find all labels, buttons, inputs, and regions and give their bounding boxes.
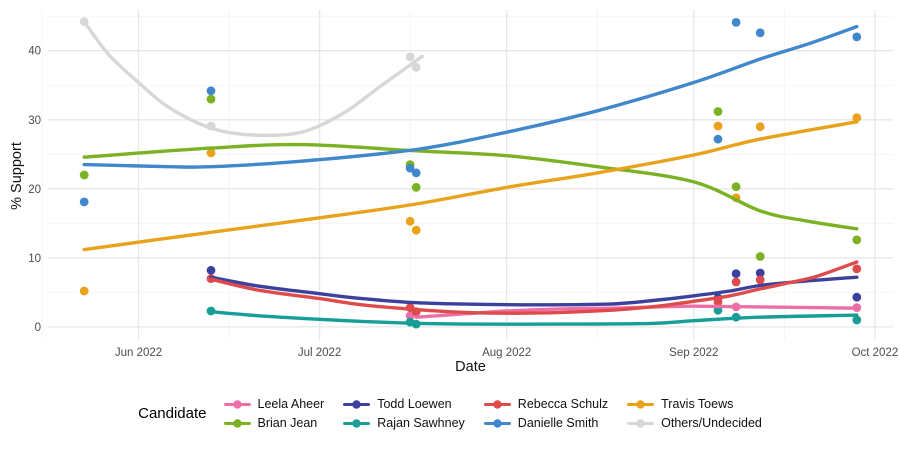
legend-marker-dot: [636, 418, 645, 428]
legend-marker-icon: [343, 399, 371, 409]
data-point-rebecca-schulz: [755, 275, 765, 285]
legend-grid: Leela Aheer Todd Loewen Rebecca Schulz Trav…: [223, 397, 762, 430]
legend-item-brian-jean: Brian Jean: [223, 416, 325, 430]
data-point-todd-loewen: [206, 265, 216, 275]
legend-item-label: Brian Jean: [257, 416, 318, 430]
data-point-brian-jean: [852, 235, 862, 245]
data-point-travis-toews: [206, 148, 216, 158]
data-point-others-undecided: [411, 62, 421, 72]
x-axis-title: Date: [455, 359, 486, 375]
gridlines-minor: [41, 10, 893, 340]
legend-item-travis-toews: Travis Toews: [627, 397, 762, 411]
data-point-brian-jean: [206, 94, 216, 104]
data-point-travis-toews: [405, 216, 415, 226]
trend-line-rajan-sawhney: [209, 310, 859, 326]
legend-marker-icon: [483, 399, 511, 409]
data-points-travis-toews: [79, 113, 862, 296]
data-point-todd-loewen: [731, 269, 741, 279]
legend-item-todd-loewen: Todd Loewen: [343, 397, 465, 411]
data-point-others-undecided: [405, 52, 415, 62]
trend-line-others-undecided: [82, 20, 424, 138]
data-point-danielle-smith: [731, 18, 741, 27]
data-point-travis-toews: [713, 121, 723, 131]
data-point-brian-jean: [713, 107, 723, 116]
legend-item-others-undecided: Others/Undecided: [627, 416, 762, 430]
data-point-brian-jean: [755, 252, 765, 261]
y-tick-label: 10: [28, 253, 41, 265]
x-tick-label: Jun 2022: [115, 347, 162, 359]
x-tick-label: Oct 2022: [852, 347, 899, 359]
legend-marker-icon: [627, 399, 655, 409]
legend-title: Candidate: [138, 405, 207, 422]
gridlines-major: [48, 10, 893, 340]
legend-marker-icon: [223, 418, 251, 428]
legend-marker-dot: [493, 399, 502, 409]
axis-tick-labels: 0 10 20 30 40 Jun 2022 Jul 2022 Aug 2022 Sep 202…: [28, 46, 898, 359]
y-tick-label: 30: [28, 115, 41, 127]
legend-item-label: Danielle Smith: [517, 416, 599, 430]
legend-marker-dot: [493, 418, 502, 428]
trend-line-rebecca-schulz: [209, 260, 859, 315]
legend-marker-icon: [483, 418, 511, 428]
legend-item-label: Rebecca Schulz: [517, 397, 609, 411]
data-point-danielle-smith: [713, 134, 723, 144]
data-point-todd-loewen: [755, 268, 765, 278]
y-tick-label: 40: [28, 46, 41, 58]
legend-marker-icon: [627, 418, 655, 428]
data-point-rebecca-schulz: [852, 264, 862, 274]
data-point-travis-toews: [852, 113, 862, 123]
data-point-danielle-smith: [411, 168, 421, 178]
legend-marker-dot: [232, 418, 242, 428]
y-axis-title: % Support: [9, 142, 25, 210]
legend-marker-dot: [232, 399, 242, 409]
y-tick-label: 20: [28, 184, 41, 196]
data-point-travis-toews: [755, 122, 765, 132]
legend-item-label: Rajan Sawhney: [377, 416, 465, 430]
x-tick-label: Aug 2022: [482, 347, 531, 359]
data-point-travis-toews: [411, 225, 421, 235]
data-point-brian-jean: [411, 183, 421, 192]
legend-item-label: Others/Undecided: [661, 416, 762, 430]
data-point-brian-jean: [79, 170, 89, 180]
trend-line-danielle-smith: [82, 24, 859, 169]
legend: Candidate Leela Aheer Todd Loewen Rebecca …: [0, 397, 900, 430]
data-point-danielle-smith: [755, 28, 765, 38]
data-point-danielle-smith: [79, 197, 89, 207]
legend-marker-icon: [343, 418, 371, 428]
legend-item-rebecca-schulz: Rebecca Schulz: [483, 397, 609, 411]
legend-item-rajan-sawhney: Rajan Sawhney: [343, 416, 465, 430]
trend-line-travis-toews: [82, 120, 859, 252]
data-point-todd-loewen: [852, 292, 862, 302]
data-point-danielle-smith: [405, 163, 415, 173]
data-points-danielle-smith: [79, 18, 862, 207]
data-point-danielle-smith: [206, 86, 216, 96]
legend-marker-dot: [352, 418, 361, 428]
data-point-danielle-smith: [852, 32, 862, 42]
data-point-rajan-sawhney: [852, 315, 862, 325]
data-point-rebecca-schulz: [731, 277, 741, 287]
legend-item-label: Todd Loewen: [377, 397, 452, 411]
x-tick-label: Jul 2022: [298, 347, 341, 359]
trend-line-brian-jean: [82, 142, 859, 231]
data-point-travis-toews: [79, 286, 89, 296]
legend-marker-icon: [223, 399, 251, 409]
legend-item-label: Travis Toews: [661, 397, 734, 411]
y-tick-label: 0: [35, 322, 41, 334]
data-point-brian-jean: [731, 182, 741, 192]
legend-marker-dot: [352, 399, 361, 409]
trend-line-todd-loewen: [209, 275, 859, 307]
legend-item-leela-aheer: Leela Aheer: [223, 397, 325, 411]
legend-item-label: Leela Aheer: [257, 397, 325, 411]
x-tick-label: Sep 2022: [669, 347, 718, 359]
legend-item-danielle-smith: Danielle Smith: [483, 416, 608, 430]
legend-marker-dot: [636, 399, 645, 409]
